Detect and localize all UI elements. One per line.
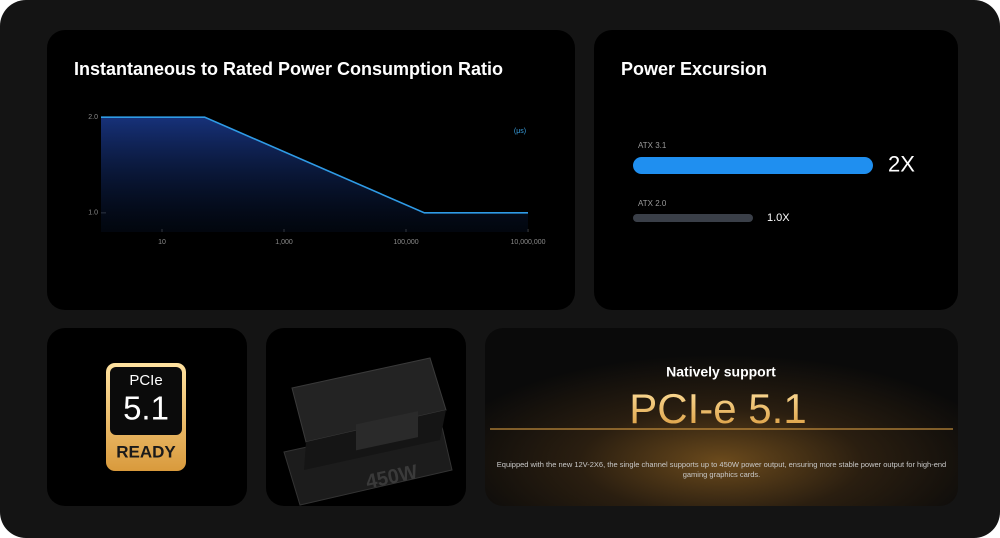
y-tick-label: 2.0 <box>88 114 98 121</box>
bar <box>633 157 873 174</box>
promo-card <box>485 328 958 506</box>
glow-line <box>490 428 953 430</box>
axis-unit: (μs) <box>514 128 526 135</box>
badge-status: READY <box>116 442 176 461</box>
pcie-badge: PCIe 5.1 READY <box>106 363 186 471</box>
badge-top: PCIe <box>129 372 162 389</box>
connector-illustration: 450W <box>283 357 453 506</box>
y-tick-label: 1.0 <box>88 210 98 217</box>
category-label: ATX 2.0 <box>638 199 667 208</box>
chart-title: Power Excursion <box>621 59 767 79</box>
value-label: 2X <box>888 151 915 176</box>
promo-description: Equipped with the new 12V-2X6, the singl… <box>496 460 947 479</box>
promo-heading: Natively support <box>666 364 776 380</box>
value-label: 1.0X <box>767 212 790 224</box>
line <box>101 116 528 214</box>
line-area <box>101 117 528 232</box>
badge-version: 5.1 <box>123 390 169 427</box>
x-tick-label: 10 <box>158 239 166 246</box>
x-tick-label: 10,000,000 <box>510 239 545 246</box>
x-tick-label: 1,000 <box>275 239 293 246</box>
bar <box>633 214 753 222</box>
promo-title: PCI-e 5.1 <box>629 385 806 432</box>
promo-description-box: Equipped with the new 12V-2X6, the singl… <box>496 460 947 479</box>
chart-title: Instantaneous to Rated Power Consumption… <box>74 59 503 79</box>
x-tick-label: 100,000 <box>393 239 418 246</box>
category-label: ATX 3.1 <box>638 141 667 150</box>
